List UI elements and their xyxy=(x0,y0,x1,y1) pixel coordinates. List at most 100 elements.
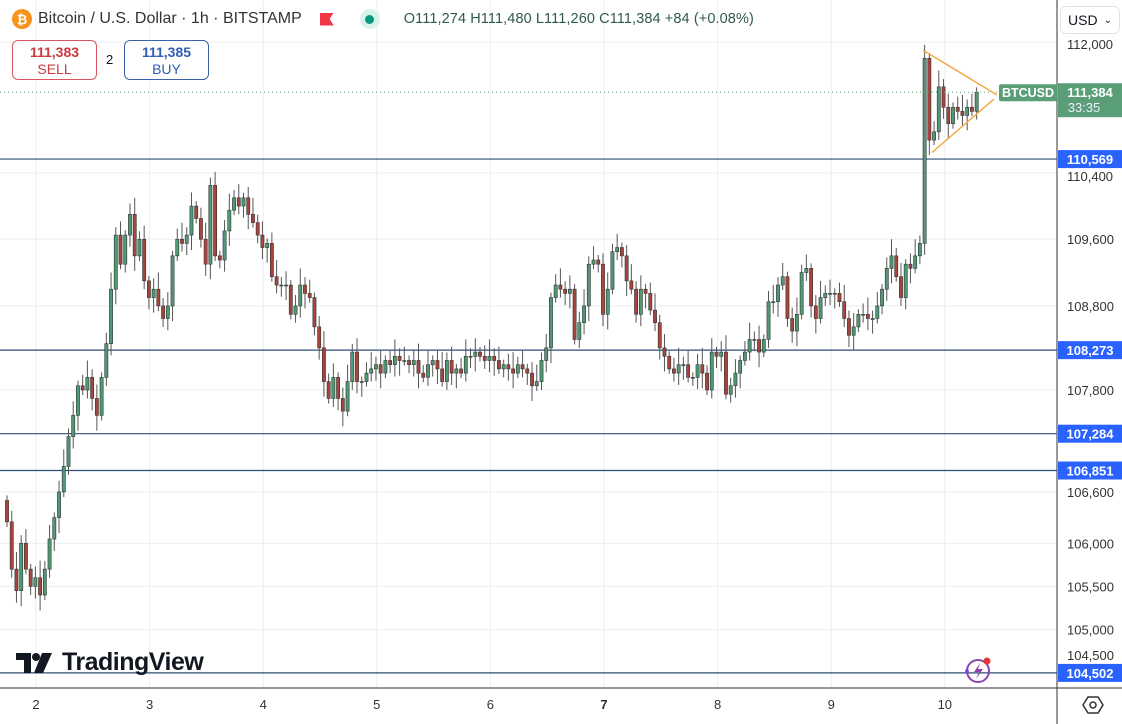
time-tick-label: 2 xyxy=(32,697,39,712)
settings-icon[interactable] xyxy=(1082,695,1104,715)
candle-bullish xyxy=(265,238,270,263)
candle-bullish xyxy=(104,332,109,386)
candle-bullish xyxy=(76,380,80,431)
candle-body xyxy=(610,251,615,290)
candle-body xyxy=(492,355,497,361)
candle-body xyxy=(951,106,955,124)
flag-icon[interactable] xyxy=(319,12,334,26)
sell-price: 111,383 xyxy=(29,44,80,60)
candle-bearish xyxy=(312,292,317,336)
candle-bearish xyxy=(288,280,293,320)
candle-body xyxy=(274,276,279,286)
candle-body xyxy=(440,368,445,382)
candle-body xyxy=(411,360,416,366)
level-price-label: 108,273 xyxy=(1067,343,1114,358)
level-price-label-bg xyxy=(1058,424,1122,443)
candle-body xyxy=(61,466,66,493)
horizontal-levels[interactable] xyxy=(0,158,1057,674)
candle-bullish xyxy=(932,121,936,146)
candle-bullish xyxy=(331,363,336,407)
time-axis[interactable]: 2 3 4 5 6 7 8 9 10 xyxy=(32,697,952,712)
lightning-assistant-icon[interactable] xyxy=(960,655,996,687)
candle-bearish xyxy=(80,374,85,396)
candle-body xyxy=(5,500,9,523)
currency-value: USD xyxy=(1068,12,1098,28)
price-tick-label: 108,800 xyxy=(1067,299,1114,314)
candle-bullish xyxy=(766,290,771,348)
candle-body xyxy=(549,297,553,349)
price-tick-label: 110,400 xyxy=(1067,169,1113,184)
candle-body xyxy=(842,301,847,319)
candle-bullish xyxy=(208,177,213,280)
triangle-upper-line[interactable] xyxy=(922,49,998,96)
buy-label: BUY xyxy=(152,61,181,77)
candle-body xyxy=(208,185,213,265)
candle-bearish xyxy=(482,345,487,369)
candle-bullish xyxy=(175,228,180,261)
buy-button[interactable]: 111,385 BUY xyxy=(124,40,209,80)
candle-bearish xyxy=(596,255,601,273)
currency-select[interactable]: USD ⌄ xyxy=(1060,6,1120,34)
candle-body xyxy=(539,360,544,382)
candle-bullish xyxy=(719,341,724,372)
candle-body xyxy=(813,305,818,319)
candle-bearish xyxy=(416,343,421,389)
time-tick-label: 10 xyxy=(938,697,952,712)
candle-body xyxy=(317,326,322,349)
candle-bearish xyxy=(217,250,222,269)
candle-bearish xyxy=(506,353,511,381)
candle-body xyxy=(397,355,402,361)
candle-body xyxy=(118,234,123,265)
symbol-title[interactable]: Bitcoin / U.S. Dollar · 1h · BITSTAMP xyxy=(38,10,302,27)
candle-bullish xyxy=(42,560,47,601)
triangle-lower-line[interactable] xyxy=(931,98,995,153)
candle-bearish xyxy=(355,338,359,394)
candle-body xyxy=(71,415,76,437)
candle-bearish xyxy=(251,197,255,228)
chart-header: ₿ Bitcoin / U.S. Dollar · 1h · BITSTAMP … xyxy=(12,9,754,29)
candle-body xyxy=(733,372,738,387)
candle-body xyxy=(128,214,132,236)
candle-bullish xyxy=(851,313,856,351)
candle-body xyxy=(322,347,326,382)
candle-body xyxy=(695,364,700,378)
candle-body xyxy=(161,305,165,319)
candle-bullish xyxy=(818,280,823,324)
candle-body xyxy=(222,230,227,261)
candle-body xyxy=(544,347,549,361)
price-axis[interactable]: 112,000 110,400 109,600 108,800 107,800 106,6… xyxy=(1058,37,1122,682)
price-tick-label: 109,600 xyxy=(1067,232,1114,247)
candle-bearish xyxy=(653,293,657,332)
tradingview-logo[interactable]: TradingView xyxy=(16,648,204,677)
candle-bullish xyxy=(222,220,227,272)
candle-bullish xyxy=(638,275,643,327)
candle-body xyxy=(109,288,113,344)
candle-body xyxy=(340,398,345,412)
candle-body xyxy=(799,272,804,315)
candle-body xyxy=(454,368,459,374)
candle-bearish xyxy=(24,529,28,575)
candle-bearish xyxy=(492,348,497,376)
candle-body xyxy=(104,343,109,378)
triangle-pattern[interactable] xyxy=(922,49,998,153)
candle-bullish xyxy=(501,359,506,378)
candle-bullish xyxy=(922,44,927,256)
candle-body xyxy=(875,305,880,319)
time-tick-label: 4 xyxy=(260,697,267,712)
candle-bullish xyxy=(780,262,785,291)
candle-body xyxy=(478,351,482,357)
candle-body xyxy=(809,268,814,307)
buy-price: 111,385 xyxy=(141,44,192,60)
candle-body xyxy=(520,364,525,370)
candle-body xyxy=(572,288,577,340)
candle-body xyxy=(487,355,492,361)
candle-bearish xyxy=(303,277,307,309)
candle-body xyxy=(563,288,568,294)
candle-body xyxy=(227,209,232,232)
candle-bearish xyxy=(147,275,151,310)
sell-button[interactable]: 111,383 SELL xyxy=(12,40,97,80)
candle-bullish xyxy=(553,274,558,303)
level-price-label: 110,569 xyxy=(1067,152,1113,167)
candle-body xyxy=(795,314,799,332)
